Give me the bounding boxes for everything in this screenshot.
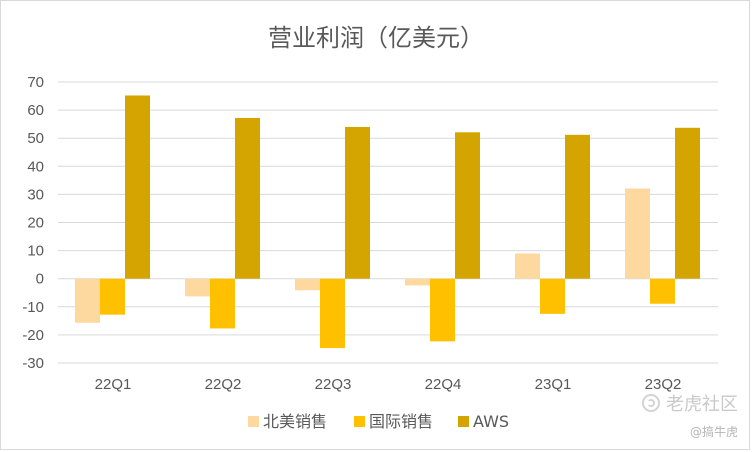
y-tick-label: -30 [22,355,44,372]
y-tick-label: 70 [27,74,44,91]
watermark-brand: 老虎社区 [666,394,738,415]
bar [320,278,345,349]
y-tick-label: 60 [27,102,44,119]
legend-swatch [248,416,259,427]
x-tick-label: 22Q4 [425,376,462,393]
tiger-logo-icon [642,394,660,412]
bar [345,126,370,279]
bar [295,278,320,291]
x-tick-label: 23Q2 [645,376,682,393]
y-tick-label: -20 [22,327,44,344]
legend-label: AWS [473,412,509,431]
bar [565,134,590,279]
x-tick-label: 23Q1 [535,376,572,393]
x-tick-label: 22Q2 [205,376,242,393]
bar [675,127,700,279]
bar [650,278,675,304]
x-tick-label: 22Q1 [95,376,132,393]
y-tick-label: 10 [27,243,44,260]
watermark: 老虎社区 [642,390,738,416]
y-tick-label: 50 [27,130,44,147]
legend-label: 北美销售 [263,412,327,431]
bar [405,278,430,286]
bar [235,117,260,279]
bar [430,278,455,342]
y-tick-label: 0 [36,271,44,288]
bar [540,278,565,314]
bar [185,278,210,297]
watermark-handle: @搞牛虎 [689,425,738,439]
legend-label: 国际销售 [369,412,433,431]
bar [455,132,480,279]
y-tick-label: 20 [27,215,44,232]
bar [625,188,650,279]
chart-title: 营业利润（亿美元） [268,24,484,52]
bar [75,278,100,323]
bar [515,253,540,279]
y-tick-label: 40 [27,158,44,175]
legend-swatch [354,416,365,427]
y-tick-label: 30 [27,186,44,203]
bar [125,95,150,279]
y-tick-label: -10 [22,299,44,316]
bar [210,278,235,329]
x-tick-label: 22Q3 [315,376,352,393]
bar [100,278,125,315]
legend-swatch [458,416,469,427]
